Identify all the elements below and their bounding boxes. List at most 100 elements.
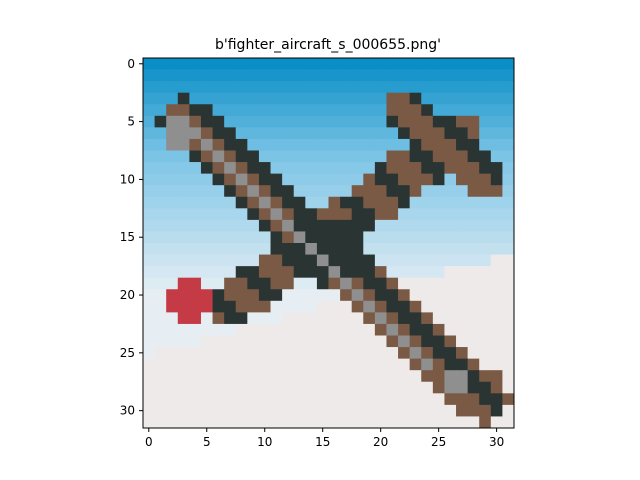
image-pixel bbox=[177, 92, 190, 105]
image-pixel bbox=[490, 104, 503, 117]
image-pixel bbox=[421, 185, 434, 198]
image-pixel bbox=[235, 92, 248, 105]
image-pixel bbox=[177, 381, 190, 394]
image-pixel bbox=[154, 277, 167, 290]
image-pixel bbox=[456, 404, 469, 417]
image-pixel bbox=[502, 347, 515, 360]
image-pixel bbox=[270, 104, 283, 117]
image-pixel bbox=[328, 416, 341, 429]
image-pixel bbox=[490, 92, 503, 105]
image-pixel bbox=[363, 162, 376, 175]
image-pixel bbox=[305, 300, 318, 313]
image-pixel bbox=[340, 347, 353, 360]
image-pixel bbox=[386, 127, 399, 140]
image-pixel bbox=[212, 127, 225, 140]
image-pixel bbox=[386, 231, 399, 244]
image-pixel bbox=[421, 266, 434, 279]
image-pixel bbox=[200, 162, 213, 175]
axes-frame bbox=[142, 57, 515, 429]
image-pixel bbox=[386, 347, 399, 360]
image-pixel bbox=[363, 254, 376, 267]
image-pixel bbox=[143, 69, 155, 82]
image-pixel bbox=[235, 231, 248, 244]
image-pixel bbox=[421, 312, 434, 325]
image-pixel bbox=[409, 162, 422, 175]
image-pixel bbox=[235, 104, 248, 117]
image-pixel bbox=[421, 335, 434, 348]
image-pixel bbox=[479, 416, 492, 429]
image-pixel bbox=[189, 323, 202, 336]
image-pixel bbox=[409, 358, 422, 371]
y-tick-label: 25 bbox=[120, 346, 135, 360]
image-pixel bbox=[340, 58, 353, 70]
image-pixel bbox=[502, 138, 515, 151]
image-pixel bbox=[166, 370, 179, 383]
image-pixel bbox=[374, 416, 387, 429]
image-pixel bbox=[421, 254, 434, 267]
image-pixel bbox=[189, 58, 202, 70]
image-pixel bbox=[467, 416, 480, 429]
image-pixel bbox=[374, 254, 387, 267]
image-pixel bbox=[444, 150, 457, 163]
image-pixel bbox=[305, 81, 318, 94]
image-pixel bbox=[409, 243, 422, 255]
image-pixel bbox=[235, 81, 248, 94]
image-pixel bbox=[305, 162, 318, 175]
image-pixel bbox=[282, 300, 295, 313]
image-pixel bbox=[166, 150, 179, 163]
image-pixel bbox=[479, 69, 492, 82]
image-pixel bbox=[432, 104, 445, 117]
image-pixel bbox=[444, 173, 457, 186]
image-pixel bbox=[374, 289, 387, 302]
image-pixel bbox=[305, 335, 318, 348]
image-pixel bbox=[479, 312, 492, 325]
image-pixel bbox=[154, 323, 167, 336]
image-pixel bbox=[479, 58, 492, 70]
image-pixel bbox=[247, 58, 260, 70]
image-pixel bbox=[316, 69, 329, 82]
image-pixel bbox=[456, 416, 469, 429]
image-pixel bbox=[200, 115, 213, 128]
image-pixel bbox=[409, 416, 422, 429]
image-pixel bbox=[328, 277, 341, 290]
image-pixel bbox=[351, 393, 364, 406]
image-pixel bbox=[467, 323, 480, 336]
image-pixel bbox=[456, 185, 469, 198]
image-pixel bbox=[316, 347, 329, 360]
image-pixel bbox=[258, 104, 271, 117]
image-pixel bbox=[224, 162, 237, 175]
image-pixel bbox=[374, 381, 387, 394]
image-pixel bbox=[305, 254, 318, 267]
image-pixel bbox=[305, 115, 318, 128]
image-pixel bbox=[200, 243, 213, 255]
image-pixel bbox=[166, 219, 179, 232]
image-pixel bbox=[456, 92, 469, 105]
image-pixel bbox=[282, 115, 295, 128]
image-pixel bbox=[235, 416, 248, 429]
image-pixel bbox=[316, 231, 329, 244]
image-pixel bbox=[409, 312, 422, 325]
image-pixel bbox=[467, 58, 480, 70]
image-pixel bbox=[374, 347, 387, 360]
image-pixel bbox=[421, 323, 434, 336]
image-pixel bbox=[293, 138, 306, 151]
image-pixel bbox=[305, 173, 318, 186]
image-pixel bbox=[386, 266, 399, 279]
image-pixel bbox=[456, 300, 469, 313]
image-pixel bbox=[467, 381, 480, 394]
image-pixel bbox=[398, 104, 411, 117]
image-pixel bbox=[212, 277, 225, 290]
image-pixel bbox=[224, 231, 237, 244]
image-pixel bbox=[166, 81, 179, 94]
image-pixel bbox=[351, 138, 364, 151]
image-pixel bbox=[247, 323, 260, 336]
image-pixel bbox=[154, 162, 167, 175]
image-pixel bbox=[258, 335, 271, 348]
image-pixel bbox=[456, 127, 469, 140]
image-pixel bbox=[189, 335, 202, 348]
image-pixel bbox=[467, 300, 480, 313]
image-pixel bbox=[502, 162, 515, 175]
image-pixel bbox=[212, 312, 225, 325]
image-pixel bbox=[282, 416, 295, 429]
